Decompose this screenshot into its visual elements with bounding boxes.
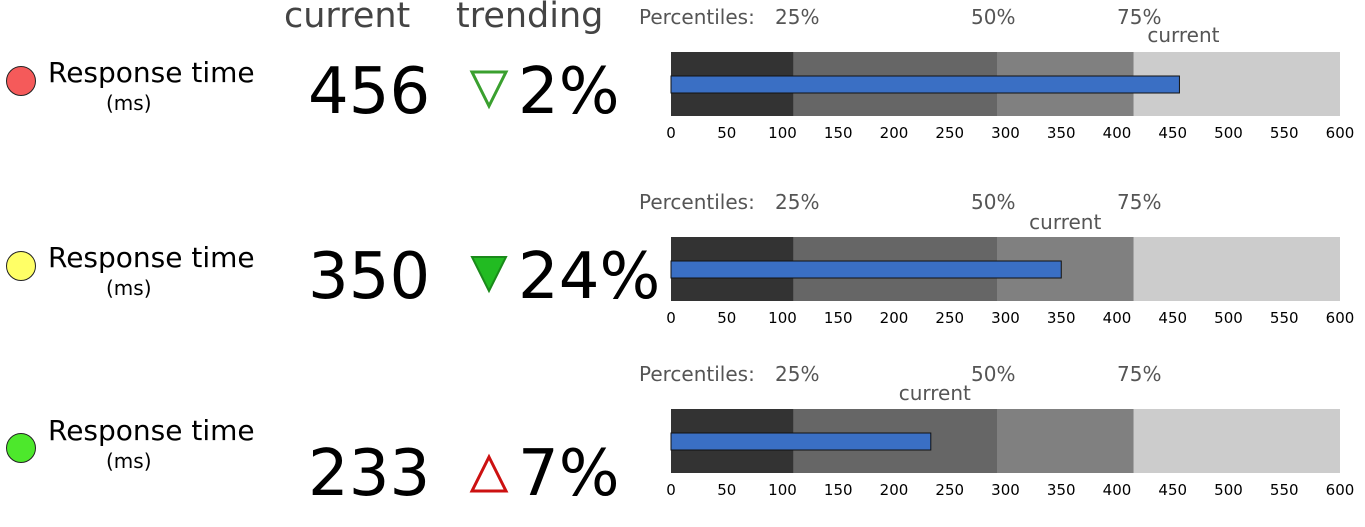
x-tick-label: 150 xyxy=(824,481,853,499)
percentile-label: 25% xyxy=(775,362,819,386)
current-value: 350 xyxy=(308,240,431,314)
x-tick-label: 400 xyxy=(1103,309,1132,327)
trend-value: 2% xyxy=(518,55,620,129)
x-tick-label: 400 xyxy=(1103,481,1132,499)
x-tick-label: 300 xyxy=(991,124,1020,142)
triangle-down-filled-icon xyxy=(470,256,508,294)
current-value-bar xyxy=(670,432,932,451)
percentile-label: 75% xyxy=(1117,190,1161,214)
metric-unit: (ms) xyxy=(106,276,152,300)
bullet-chart: Percentiles: 25% 50% 75% current 0 50 100 150 200… xyxy=(639,362,1355,499)
x-tick-label: 100 xyxy=(768,481,797,499)
current-column-header: current xyxy=(284,0,411,36)
x-tick-label: 300 xyxy=(991,481,1020,499)
current-marker-label: current xyxy=(1029,210,1101,234)
triangle-up-outline-icon xyxy=(469,453,509,493)
x-tick-label: 0 xyxy=(666,481,676,499)
current-value: 456 xyxy=(308,55,431,129)
x-tick-label: 450 xyxy=(1158,481,1187,499)
status-dot-red xyxy=(6,66,36,96)
status-dot-green xyxy=(6,433,36,463)
x-tick-label: 350 xyxy=(1047,481,1076,499)
percentile-label: 50% xyxy=(971,5,1015,29)
x-tick-label: 600 xyxy=(1326,309,1355,327)
x-tick-label: 200 xyxy=(880,124,909,142)
metric-name: Response time xyxy=(48,414,255,447)
current-marker-label: current xyxy=(1147,23,1219,47)
x-tick-label: 150 xyxy=(824,124,853,142)
percentile-label: 75% xyxy=(1117,362,1161,386)
percentiles-label: Percentiles: xyxy=(639,5,755,29)
trend-value: 7% xyxy=(518,437,620,511)
x-tick-label: 350 xyxy=(1047,124,1076,142)
x-tick-label: 250 xyxy=(935,309,964,327)
x-tick-label: 50 xyxy=(717,481,736,499)
x-tick-label: 400 xyxy=(1103,124,1132,142)
bullet-chart: Percentiles: 25% 50% 75%current 0 50 100 150 200… xyxy=(639,5,1355,142)
metric-unit: (ms) xyxy=(106,449,152,473)
trend-value: 24% xyxy=(518,240,661,314)
x-tick-label: 350 xyxy=(1047,309,1076,327)
percentile-band xyxy=(1133,409,1340,473)
current-value-bar xyxy=(670,75,1180,94)
x-tick-label: 100 xyxy=(768,309,797,327)
x-tick-label: 550 xyxy=(1270,309,1299,327)
bullet-chart: Percentiles: 25% 50% 75% current 0 50 100 150 200… xyxy=(639,190,1355,327)
percentile-label: 75% xyxy=(1117,5,1161,29)
x-tick-label: 100 xyxy=(768,124,797,142)
x-tick-label: 0 xyxy=(666,309,676,327)
x-tick-label: 450 xyxy=(1158,124,1187,142)
x-tick-label: 150 xyxy=(824,309,853,327)
x-tick-label: 450 xyxy=(1158,309,1187,327)
x-tick-label: 500 xyxy=(1214,481,1243,499)
x-tick-label: 600 xyxy=(1326,124,1355,142)
metric-name: Response time xyxy=(48,241,255,274)
metric-row: Response time (ms) 233 7% Percentiles: 25… xyxy=(0,357,1365,527)
percentile-label: 50% xyxy=(971,362,1015,386)
percentile-label: 50% xyxy=(971,190,1015,214)
percentile-band xyxy=(997,409,1134,473)
current-marker-label: current xyxy=(899,381,971,405)
percentiles-label: Percentiles: xyxy=(639,190,755,214)
x-tick-label: 0 xyxy=(666,124,676,142)
x-tick-label: 300 xyxy=(991,309,1020,327)
x-tick-label: 50 xyxy=(717,309,736,327)
x-tick-label: 500 xyxy=(1214,124,1243,142)
metric-unit: (ms) xyxy=(106,91,152,115)
x-tick-label: 50 xyxy=(717,124,736,142)
status-dot-yellow xyxy=(6,251,36,281)
metric-row: Response time (ms) 350 24% Percentiles: 2… xyxy=(0,185,1365,355)
triangle-down-outline-icon xyxy=(469,70,509,110)
metric-name: Response time xyxy=(48,56,255,89)
current-value: 233 xyxy=(308,437,431,511)
x-tick-label: 550 xyxy=(1270,124,1299,142)
trending-column-header: trending xyxy=(456,0,604,36)
x-tick-label: 200 xyxy=(880,309,909,327)
x-tick-label: 500 xyxy=(1214,309,1243,327)
x-tick-label: 200 xyxy=(880,481,909,499)
percentile-label: 25% xyxy=(775,5,819,29)
x-tick-label: 250 xyxy=(935,481,964,499)
x-tick-label: 600 xyxy=(1326,481,1355,499)
percentile-label: 25% xyxy=(775,190,819,214)
x-tick-label: 550 xyxy=(1270,481,1299,499)
x-tick-label: 250 xyxy=(935,124,964,142)
percentiles-label: Percentiles: xyxy=(639,362,755,386)
current-value-bar xyxy=(670,260,1062,279)
metric-row: Response time (ms) 456 2% Percentiles: 25… xyxy=(0,0,1365,170)
percentile-band xyxy=(1133,237,1340,301)
